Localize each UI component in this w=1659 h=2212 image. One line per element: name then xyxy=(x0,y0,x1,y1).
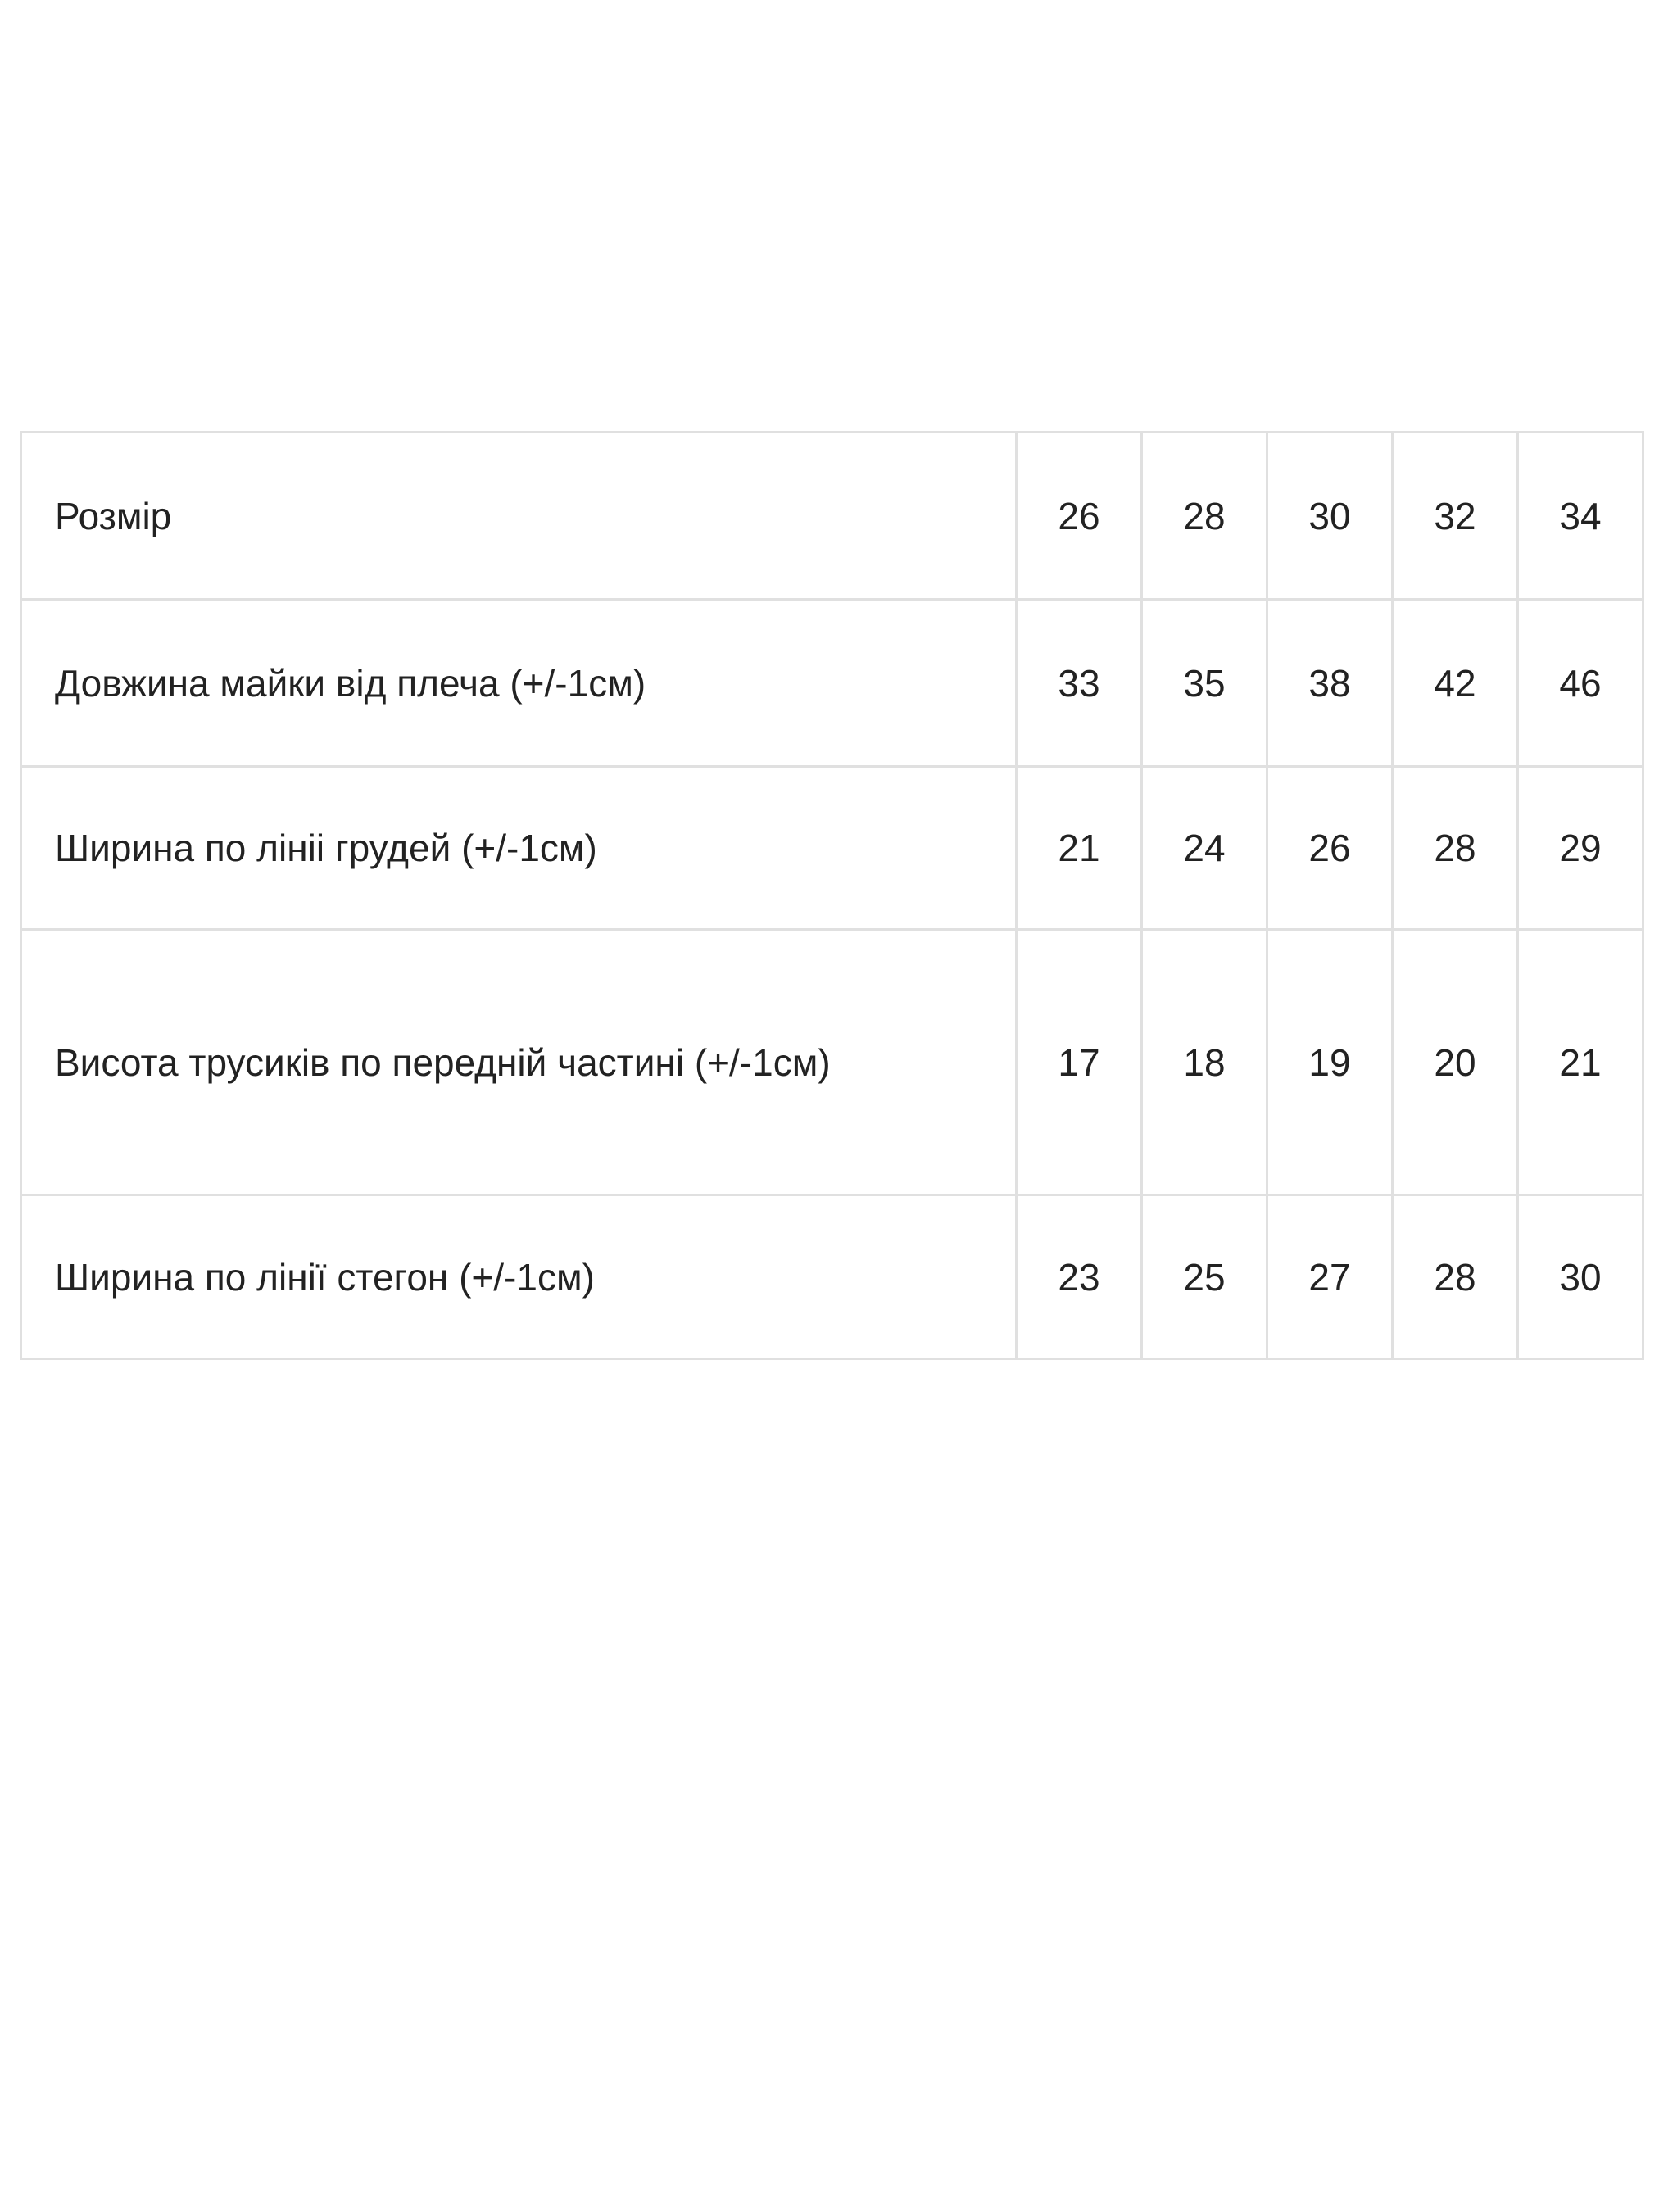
value-cell: 26 xyxy=(1266,765,1394,931)
value-cell: 33 xyxy=(1015,598,1143,768)
value-cell: 30 xyxy=(1516,1194,1644,1360)
table-row: Висота трусиків по передній частині (+/-… xyxy=(20,928,1644,1196)
value-cell: 29 xyxy=(1516,765,1644,931)
value-cell: 38 xyxy=(1266,598,1394,768)
value-cell: 28 xyxy=(1391,1194,1519,1360)
row-label: Розмір xyxy=(20,431,1018,601)
table-row: Ширина по лініі грудей (+/-1см) 21 24 26 28 2… xyxy=(20,765,1644,931)
value-cell: 35 xyxy=(1140,598,1268,768)
size-header-cell: 32 xyxy=(1391,431,1519,601)
value-cell: 27 xyxy=(1266,1194,1394,1360)
row-label: Довжина майки від плеча (+/-1см) xyxy=(20,598,1018,768)
value-cell: 20 xyxy=(1391,928,1519,1196)
row-label: Ширина по лініі грудей (+/-1см) xyxy=(20,765,1018,931)
table-row: Ширина по лінії стегон (+/-1см) 23 25 27 28 3… xyxy=(20,1194,1644,1360)
header-row: Розмір 26 28 30 32 34 xyxy=(20,431,1644,601)
value-cell: 42 xyxy=(1391,598,1519,768)
value-cell: 28 xyxy=(1391,765,1519,931)
size-header-cell: 28 xyxy=(1140,431,1268,601)
value-cell: 46 xyxy=(1516,598,1644,768)
value-cell: 19 xyxy=(1266,928,1394,1196)
size-header-cell: 26 xyxy=(1015,431,1143,601)
value-cell: 24 xyxy=(1140,765,1268,931)
size-header-cell: 30 xyxy=(1266,431,1394,601)
row-label: Ширина по лінії стегон (+/-1см) xyxy=(20,1194,1018,1360)
value-cell: 23 xyxy=(1015,1194,1143,1360)
value-cell: 18 xyxy=(1140,928,1268,1196)
size-table: Розмір 26 28 30 32 34 Довжина майки від плеча … xyxy=(20,431,1644,1360)
value-cell: 21 xyxy=(1015,765,1143,931)
table-row: Довжина майки від плеча (+/-1см) 33 35 38 42… xyxy=(20,598,1644,768)
value-cell: 25 xyxy=(1140,1194,1268,1360)
row-label: Висота трусиків по передній частині (+/-… xyxy=(20,928,1018,1196)
size-header-cell: 34 xyxy=(1516,431,1644,601)
value-cell: 21 xyxy=(1516,928,1644,1196)
value-cell: 17 xyxy=(1015,928,1143,1196)
